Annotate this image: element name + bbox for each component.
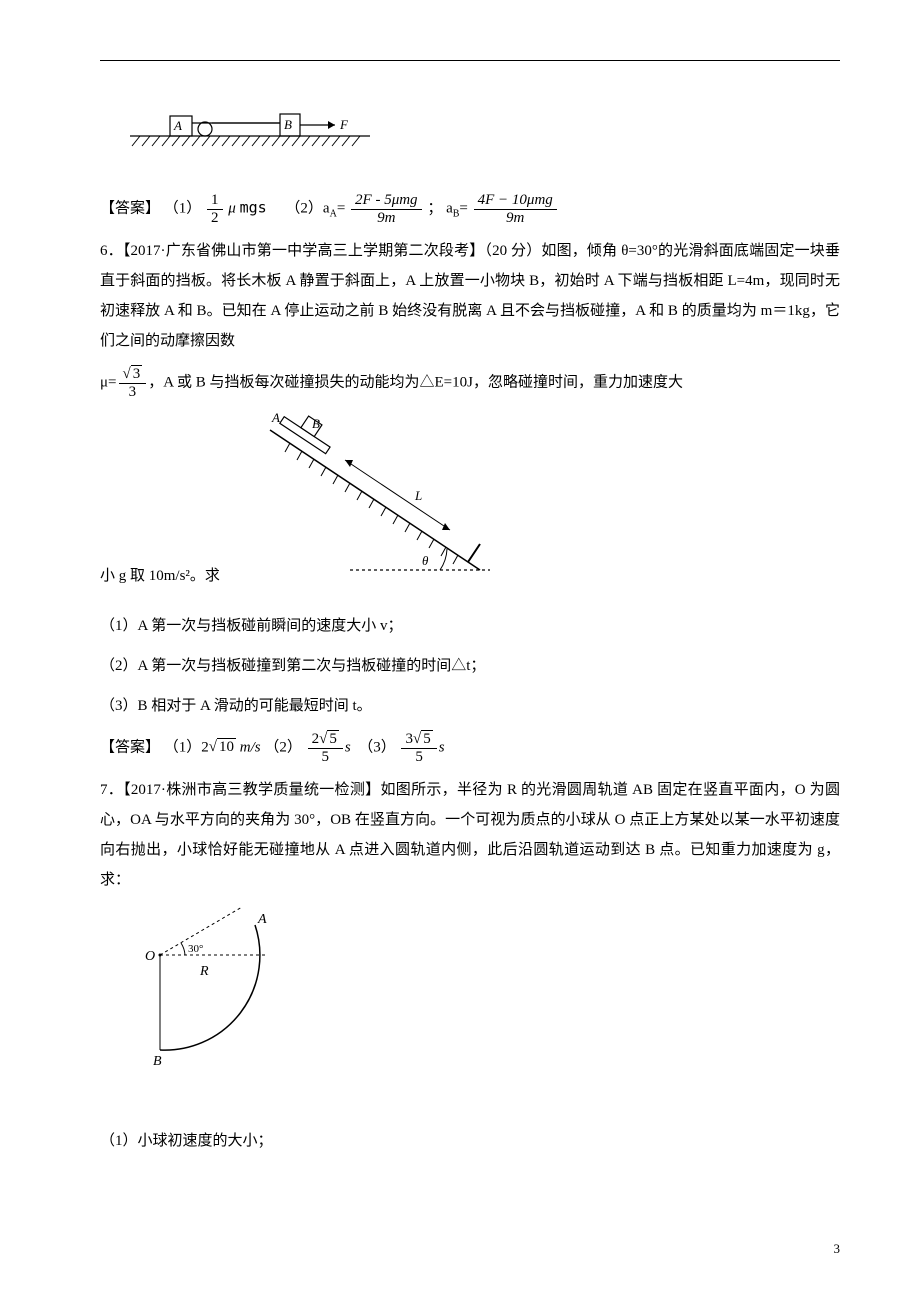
answer-6: 【答案】 （1）2√10 m/s （2） 2√5 5 s （3） 3√5 5 s bbox=[100, 731, 840, 765]
page-top-rule bbox=[100, 60, 840, 61]
problem-7-q1: （1）小球初速度的大小； bbox=[100, 1126, 840, 1156]
ans5-mgs: mgs bbox=[240, 198, 267, 216]
fig5-label-A: A bbox=[173, 118, 182, 133]
ans5-fracB: 4F − 10μmg 9m bbox=[474, 192, 557, 226]
fig7-A: A bbox=[257, 912, 267, 927]
figure-7: O A B R 30° bbox=[110, 905, 840, 1096]
fig7-O: O bbox=[145, 949, 155, 964]
problem-6-heading: 6．【2017·广东省佛山市第一中学高三上学期第二次段考】（20 分）如图，倾角… bbox=[100, 236, 840, 356]
ans5-part1-prefix: （1） bbox=[164, 200, 202, 216]
answer-label-6: 【答案】 bbox=[100, 739, 160, 755]
figure-6: A B L θ bbox=[250, 410, 510, 601]
ans5-fracA: 2F - 5μmg 9m bbox=[351, 192, 422, 226]
problem-6-q3: （3）B 相对于 A 滑动的可能最短时间 t。 bbox=[100, 691, 840, 721]
ans6-p1-prefix: （1）2 bbox=[164, 739, 209, 755]
ans6-p3-prefix: （3） bbox=[358, 739, 396, 755]
mu-prefix: μ= bbox=[100, 374, 117, 390]
ans6-p1-unit: m/s bbox=[240, 739, 261, 755]
fig5-label-B: B bbox=[284, 117, 292, 132]
ans6-frac2: 2√5 5 bbox=[308, 731, 343, 765]
page-number: 3 bbox=[834, 1236, 841, 1262]
fig7-B: B bbox=[153, 1054, 162, 1069]
answer-5: 【答案】 （1） 1 2 μ mgs （2）aA= 2F - 5μmg 9m ；… bbox=[100, 192, 840, 226]
answer-label: 【答案】 bbox=[100, 200, 160, 216]
fig6-theta: θ bbox=[422, 553, 429, 568]
fig7-angle: 30° bbox=[188, 943, 203, 955]
ans5-frac1: 1 2 bbox=[207, 192, 223, 226]
ans6-p2-prefix: （2） bbox=[264, 739, 302, 755]
problem-7-heading: 7．【2017·株洲市高三教学质量统一检测】如图所示，半径为 R 的光滑圆周轨道… bbox=[100, 775, 840, 895]
problem-6-q2: （2）A 第一次与挡板碰撞到第二次与挡板碰撞的时间△t； bbox=[100, 651, 840, 681]
mu-suffix: ，A 或 B 与挡板每次碰撞损失的动能均为△E=10J，忽略碰撞时间，重力加速度… bbox=[148, 374, 683, 390]
figure-5: A B F bbox=[130, 101, 840, 162]
problem-6-q1: （1）A 第一次与挡板碰前瞬间的速度大小 v； bbox=[100, 611, 840, 641]
problem-6-mu-line: μ= √3 3 ，A 或 B 与挡板每次碰撞损失的动能均为△E=10J，忽略碰撞… bbox=[100, 366, 840, 400]
fig6-B: B bbox=[312, 416, 320, 431]
fig7-R: R bbox=[199, 964, 209, 979]
mu-frac: √3 3 bbox=[119, 366, 147, 400]
fig6-A: A bbox=[271, 410, 280, 425]
ans6-frac3: 3√5 5 bbox=[401, 731, 436, 765]
fig5-label-F: F bbox=[339, 117, 349, 132]
problem-6-gline: 小 g 取 10m/s²。求 bbox=[100, 561, 220, 601]
fig6-L: L bbox=[414, 488, 422, 503]
ans5-sep: ； a bbox=[427, 200, 452, 216]
ans5-mu: μ bbox=[228, 200, 236, 216]
ans5-p2-prefix: （2）a bbox=[285, 200, 329, 216]
